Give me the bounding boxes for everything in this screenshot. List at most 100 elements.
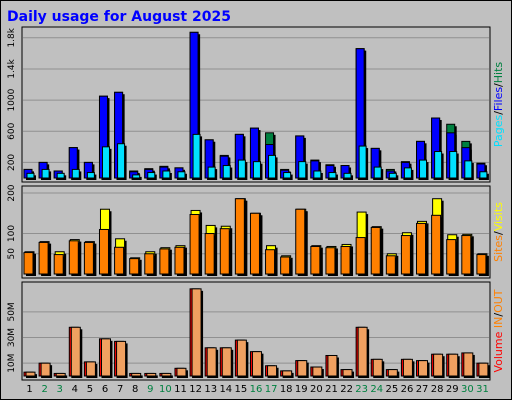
volume-out-bar [418, 360, 430, 378]
pages-bar [358, 145, 369, 180]
sites-bar [416, 222, 428, 276]
volume-out-bar [191, 288, 204, 378]
sites-bar [129, 258, 141, 276]
sites-bar [280, 256, 292, 276]
volume-out-bar [297, 360, 309, 378]
sites-bar [370, 226, 383, 276]
pages-bar [298, 161, 308, 180]
sites-bar [385, 255, 398, 276]
pages-bar [26, 172, 36, 180]
sites-bar [159, 248, 171, 276]
volume-out-bar [85, 361, 98, 378]
y-tick-label: 10M [7, 354, 17, 373]
sites-bar [68, 240, 81, 276]
sites-bar [310, 245, 322, 276]
day-label: 19 [295, 384, 308, 395]
sites-bar [249, 212, 262, 276]
volume-out-bar [206, 347, 219, 378]
day-label: 9 [147, 384, 153, 395]
day-label: 15 [235, 384, 248, 395]
sites-bar [295, 208, 307, 276]
day-label: 14 [219, 384, 232, 395]
panel-hits-label: Pages/Files/Hits [492, 62, 505, 148]
day-label: 25 [386, 384, 399, 395]
day-label: 1 [26, 384, 32, 395]
sites-bar [234, 198, 247, 276]
volume-out-bar [372, 358, 385, 378]
pages-bar [343, 172, 354, 180]
pages-bar [101, 146, 112, 180]
label-part: OUT [492, 289, 505, 313]
day-label: 12 [189, 384, 202, 395]
y-tick-label: 1.8k [7, 27, 17, 47]
label-part: Hits [492, 62, 505, 84]
pages-bar [388, 172, 399, 180]
sites-bar [265, 249, 277, 276]
sites-bar [355, 237, 368, 276]
y-tick-label: 1000 [7, 88, 17, 111]
day-label: 10 [159, 384, 172, 395]
sites-bar [219, 228, 232, 276]
volume-out-bar [116, 340, 128, 378]
label-part: Sites [492, 235, 505, 262]
volume-out-bar [251, 351, 264, 378]
day-label: 21 [325, 384, 338, 395]
sites-bar [189, 214, 202, 276]
pages-bar [207, 166, 218, 180]
pages-bar [434, 151, 444, 180]
day-label: 22 [340, 384, 353, 395]
day-label: 26 [401, 384, 414, 395]
sites-bar [446, 239, 458, 276]
y-tick-label: 600 [7, 122, 17, 139]
label-part: / [492, 111, 505, 115]
label-part: / [492, 231, 505, 235]
day-label: 5 [87, 384, 93, 395]
sites-bar [204, 233, 217, 276]
panel-visits: 50 100 200 Sites/Visits [7, 184, 505, 279]
pages-bar [464, 160, 474, 180]
volume-out-bar [176, 367, 188, 378]
pages-bar [86, 172, 97, 180]
volume-out-bar [40, 362, 53, 378]
sites-bar [23, 252, 35, 276]
volume-out-bar [357, 326, 370, 378]
day-label: 30 [461, 384, 474, 395]
day-label: 16 [250, 384, 263, 395]
y-tick-label: 100 [7, 225, 17, 242]
sites-bar [98, 228, 111, 276]
volume-out-bar [131, 372, 143, 378]
pages-bar [132, 174, 142, 180]
day-label: 29 [446, 384, 459, 395]
volume-out-bar [55, 372, 68, 378]
volume-out-bar [146, 372, 158, 378]
pages-bar [162, 170, 172, 180]
day-label: 3 [57, 384, 63, 395]
pages-bar [449, 151, 459, 180]
day-label: 17 [265, 384, 278, 395]
day-label: 20 [310, 384, 323, 395]
label-part: Visits [492, 202, 505, 231]
pages-bar [56, 172, 67, 180]
volume-out-bar [236, 339, 249, 378]
label-part: Volume [492, 331, 505, 372]
day-label: 31 [476, 384, 489, 395]
day-label: 8 [132, 384, 138, 395]
chart-title: Daily usage for August 2025 [7, 9, 231, 25]
volume-out-bar [433, 353, 445, 378]
day-label: 7 [117, 384, 123, 395]
pages-bar [252, 161, 263, 180]
volume-out-bar [282, 370, 294, 378]
volume-out-bar [221, 347, 234, 378]
panel-visits-label: Sites/Visits [492, 202, 505, 262]
sites-bar [144, 253, 156, 276]
volume-out-bar [327, 354, 339, 378]
day-label: 6 [102, 384, 108, 395]
label-part: Files [492, 87, 505, 111]
volume-out-bar [161, 372, 173, 378]
volume-out-bar [402, 358, 415, 378]
sites-bar [431, 214, 443, 276]
volume-out-bar [100, 338, 113, 378]
pages-bar [268, 154, 278, 180]
panel-volume-label: Volume IN/OUT [492, 289, 505, 372]
